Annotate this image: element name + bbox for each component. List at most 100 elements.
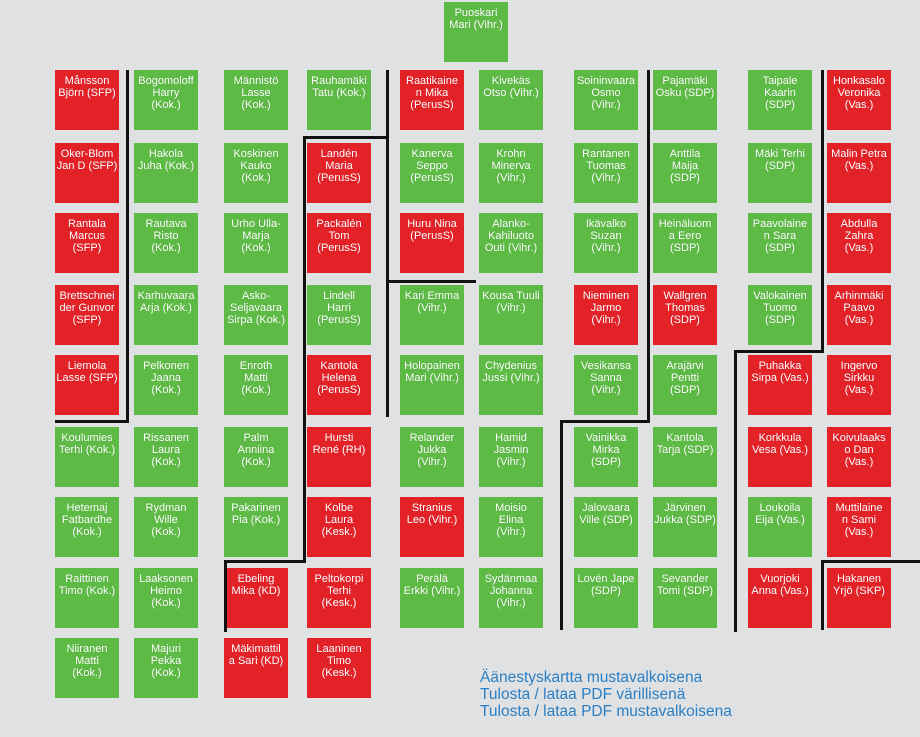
seat[interactable]: Abdulla Zahra (Vas.) <box>827 213 891 273</box>
seat[interactable]: Männistö Lasse (Kok.) <box>224 70 288 130</box>
seat[interactable]: Pakarinen Pia (Kok.) <box>224 497 288 557</box>
seat[interactable]: Stranius Leo (Vihr.) <box>400 497 464 557</box>
seat[interactable]: Paavolaine n Sara (SDP) <box>748 213 812 273</box>
seat[interactable]: Korkkula Vesa (Vas.) <box>748 427 812 487</box>
seat[interactable]: Raittinen Timo (Kok.) <box>55 568 119 628</box>
seat[interactable]: Ebeling Mika (KD) <box>224 568 288 628</box>
seat[interactable]: Landén Maria (PerusS) <box>307 143 371 203</box>
seat[interactable]: Rantanen Tuomas (Vihr.) <box>574 143 638 203</box>
party-divider <box>386 137 389 283</box>
seat[interactable]: Rautava Risto (Kok.) <box>134 213 198 273</box>
seat[interactable]: Muttilaine n Sami (Vas.) <box>827 497 891 557</box>
seat[interactable]: Loukoila Eija (Vas.) <box>748 497 812 557</box>
seat[interactable]: Månsson Björn (SFP) <box>55 70 119 130</box>
seat[interactable]: Oker-Blom Jan D (SFP) <box>55 143 119 203</box>
seat[interactable]: Hetemaj Fatbardhe (Kok.) <box>55 497 119 557</box>
seat-name: Hetemaj Fatbardhe (Kok.) <box>61 502 113 538</box>
seat[interactable]: Pelkonen Jaana (Kok.) <box>134 355 198 415</box>
party-divider <box>386 70 389 139</box>
seat[interactable]: Vainikka Mirka (SDP) <box>574 427 638 487</box>
seat[interactable]: Asko- Seljavaara Sirpa (Kok.) <box>224 285 288 345</box>
seat[interactable]: Malin Petra (Vas.) <box>827 143 891 203</box>
seat[interactable]: Alanko- Kahiluoto Outi (Vihr.) <box>479 213 543 273</box>
seat[interactable]: Enroth Matti (Kok.) <box>224 355 288 415</box>
seat-name: Rantanen Tuomas (Vihr.) <box>582 148 630 184</box>
seat[interactable]: Liemola Lasse (SFP) <box>55 355 119 415</box>
seat[interactable]: Koivulaaks o Dan (Vas.) <box>827 427 891 487</box>
seat[interactable]: Laaksonen Heimo (Kok.) <box>134 568 198 628</box>
seat[interactable]: Kantola Helena (PerusS) <box>307 355 371 415</box>
seat[interactable]: Perälä Erkki (Vihr.) <box>400 568 464 628</box>
seat[interactable]: Chydenius Jussi (Vihr.) <box>479 355 543 415</box>
seat[interactable]: Vuorjoki Anna (Vas.) <box>748 568 812 628</box>
seat[interactable]: Urho Ulla- Marja (Kok.) <box>224 213 288 273</box>
seat[interactable]: Mäki Terhi (SDP) <box>748 143 812 203</box>
seat[interactable]: Lindell Harri (PerusS) <box>307 285 371 345</box>
seat[interactable]: Wallgren Thomas (SDP) <box>653 285 717 345</box>
seat[interactable]: Kivekäs Otso (Vihr.) <box>479 70 543 130</box>
seat[interactable]: Taipale Kaarin (SDP) <box>748 70 812 130</box>
seat[interactable]: Vesikansa Sanna (Vihr.) <box>574 355 638 415</box>
seat[interactable]: Pajamäki Osku (SDP) <box>653 70 717 130</box>
seat[interactable]: Soininvaara Osmo (Vihr.) <box>574 70 638 130</box>
seat[interactable]: Anttila Maija (SDP) <box>653 143 717 203</box>
seat[interactable]: Hamid Jasmin (Vihr.) <box>479 427 543 487</box>
bw-map-link[interactable]: Äänestyskartta mustavalkoisena <box>480 669 703 686</box>
seat[interactable]: Rissanen Laura (Kok.) <box>134 427 198 487</box>
party-divider <box>734 350 737 632</box>
seat[interactable]: Huru Nina (PerusS) <box>400 213 464 273</box>
seat[interactable]: Arajärvi Pentti (SDP) <box>653 355 717 415</box>
seat-name: Nieminen Jarmo (Vihr.) <box>582 290 630 326</box>
seat[interactable]: Ingervo Sirkku (Vas.) <box>827 355 891 415</box>
seat[interactable]: Relander Jukka (Vihr.) <box>400 427 464 487</box>
seat[interactable]: Arhinmäki Paavo (Vas.) <box>827 285 891 345</box>
seat[interactable]: Moisio Elina (Vihr.) <box>479 497 543 557</box>
seat[interactable]: Peltokorpi Terhi (Kesk.) <box>307 568 371 628</box>
seat[interactable]: Honkasalo Veronika (Vas.) <box>827 70 891 130</box>
seat[interactable]: Karhuvaara Arja (Kok.) <box>134 285 198 345</box>
seat[interactable]: Sydänmaa Johanna (Vihr.) <box>479 568 543 628</box>
seat[interactable]: Järvinen Jukka (SDP) <box>653 497 717 557</box>
seat[interactable]: Rauhamäki Tatu (Kok.) <box>307 70 371 130</box>
seat[interactable]: Ikävalko Suzan (Vihr.) <box>574 213 638 273</box>
seat[interactable]: Lovén Jape (SDP) <box>574 568 638 628</box>
seat[interactable]: Hakola Juha (Kok.) <box>134 143 198 203</box>
seat[interactable]: Hakanen Yrjö (SKP) <box>827 568 891 628</box>
seat[interactable]: Niiranen Matti (Kok.) <box>55 638 119 698</box>
seat[interactable]: Brettschnei der Gunvor (SFP) <box>55 285 119 345</box>
seat[interactable]: Packalén Tom (PerusS) <box>307 213 371 273</box>
seat[interactable]: Hursti René (RH) <box>307 427 371 487</box>
seat[interactable]: Krohn Minerva (Vihr.) <box>479 143 543 203</box>
seat[interactable]: Puoskari Mari (Vihr.) <box>444 2 508 62</box>
seat[interactable]: Kolbe Laura (Kesk.) <box>307 497 371 557</box>
party-divider <box>386 280 389 417</box>
print-pdf-bw-link[interactable]: Tulosta / lataa PDF mustavalkoisena <box>480 703 732 720</box>
seat[interactable]: Laaninen Timo (Kesk.) <box>307 638 371 698</box>
seat[interactable]: Koskinen Kauko (Kok.) <box>224 143 288 203</box>
seat[interactable]: Nieminen Jarmo (Vihr.) <box>574 285 638 345</box>
seat[interactable]: Bogomoloff Harry (Kok.) <box>134 70 198 130</box>
seat[interactable]: Koulumies Terhi (Kok.) <box>55 427 119 487</box>
seat[interactable]: Palm Anniina (Kok.) <box>224 427 288 487</box>
seat[interactable]: Rantala Marcus (SFP) <box>55 213 119 273</box>
seat[interactable]: Kanerva Seppo (PerusS) <box>400 143 464 203</box>
seat-name: Muttilaine n Sami (Vas.) <box>835 502 883 538</box>
seat[interactable]: Jalovaara Ville (SDP) <box>574 497 638 557</box>
seat-name: Heinäluom a Eero (SDP) <box>658 218 712 254</box>
print-pdf-color-link[interactable]: Tulosta / lataa PDF värillisenä <box>480 686 686 703</box>
seat[interactable]: Kantola Tarja (SDP) <box>653 427 717 487</box>
seat[interactable]: Majuri Pekka (Kok.) <box>134 638 198 698</box>
seat[interactable]: Kari Emma (Vihr.) <box>400 285 464 345</box>
party-divider <box>560 420 563 630</box>
seat[interactable]: Kousa Tuuli (Vihr.) <box>479 285 543 345</box>
seat-name: Männistö Lasse (Kok.) <box>233 75 279 111</box>
seat[interactable]: Raatikaine n Mika (PerusS) <box>400 70 464 130</box>
seat[interactable]: Sevander Tomi (SDP) <box>653 568 717 628</box>
seat[interactable]: Valokainen Tuomo (SDP) <box>748 285 812 345</box>
seat[interactable]: Mäkimattil a Sari (KD) <box>224 638 288 698</box>
seat[interactable]: Heinäluom a Eero (SDP) <box>653 213 717 273</box>
seat[interactable]: Puhakka Sirpa (Vas.) <box>748 355 812 415</box>
seat-name: Rissanen Laura (Kok.) <box>143 432 189 468</box>
seat[interactable]: Rydman Wille (Kok.) <box>134 497 198 557</box>
seat[interactable]: Holopainen Mari (Vihr.) <box>400 355 464 415</box>
